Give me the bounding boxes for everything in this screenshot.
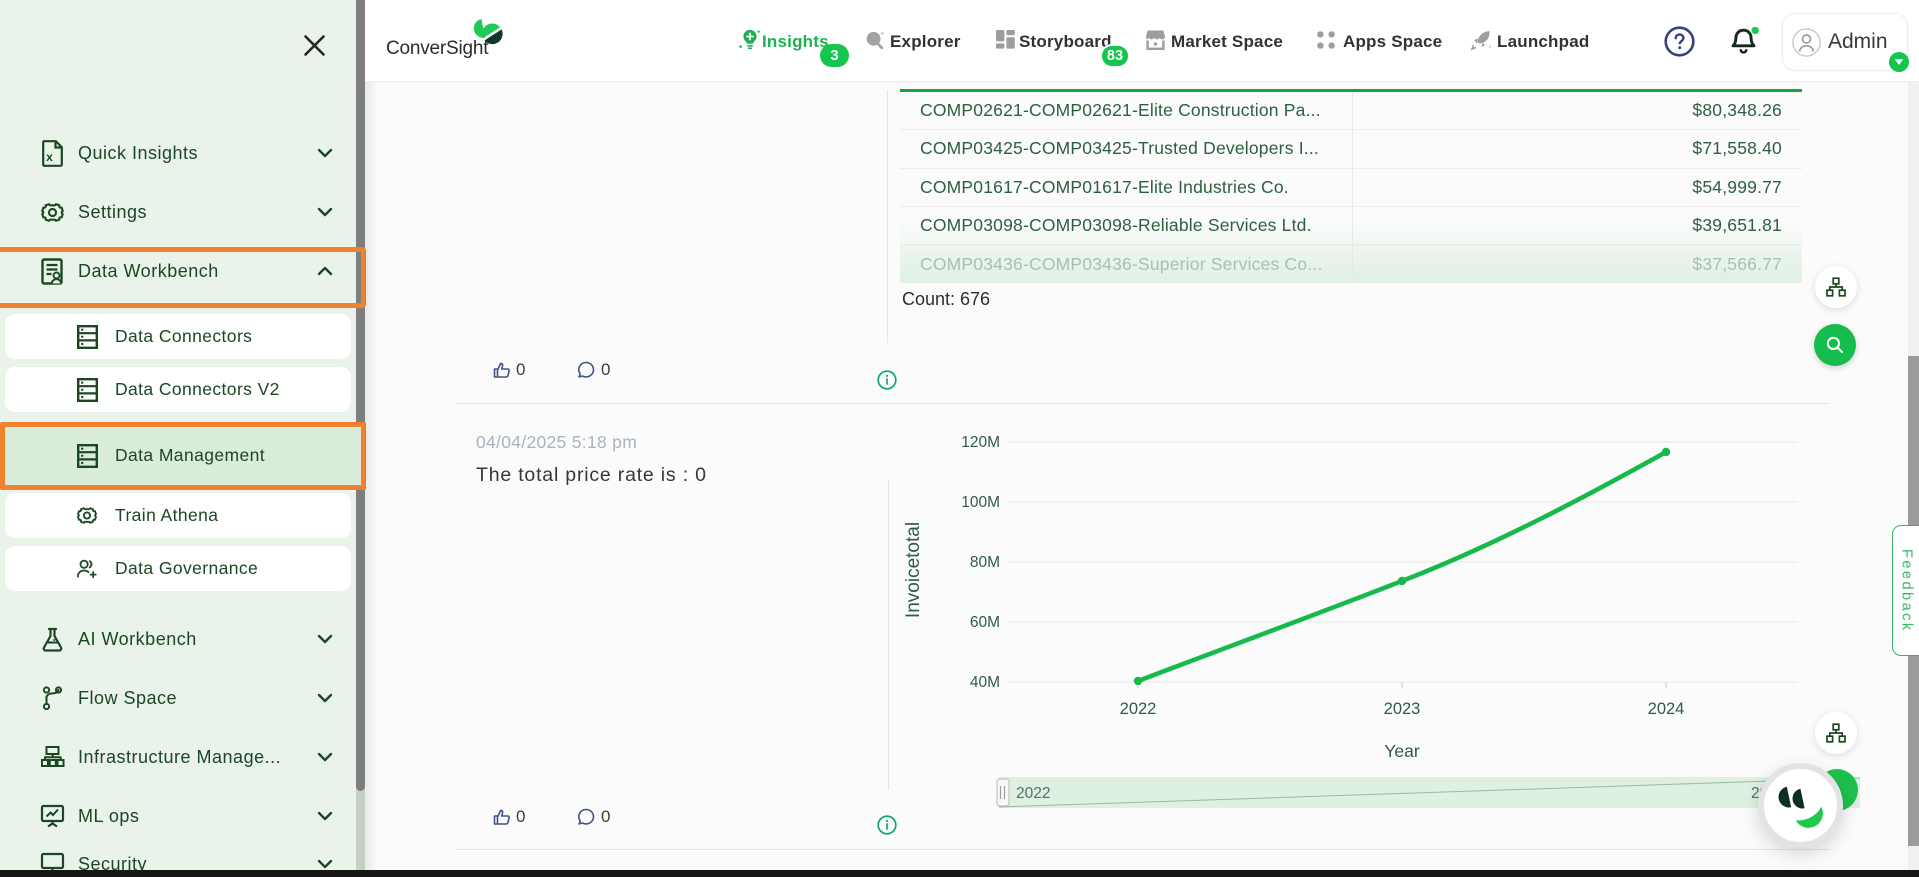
- svg-text:Year: Year: [1384, 741, 1420, 761]
- svg-text:80M: 80M: [970, 554, 1000, 571]
- svg-text:2022: 2022: [1016, 785, 1050, 802]
- svg-text:40M: 40M: [970, 674, 1000, 691]
- svg-text:2024: 2024: [1648, 700, 1685, 718]
- svg-text:x: x: [46, 150, 53, 164]
- svg-text:2023: 2023: [1384, 700, 1421, 718]
- svg-text:100M: 100M: [961, 494, 1000, 511]
- svg-text:60M: 60M: [970, 614, 1000, 631]
- svg-text:2022: 2022: [1120, 700, 1157, 718]
- svg-text:120M: 120M: [961, 434, 1000, 451]
